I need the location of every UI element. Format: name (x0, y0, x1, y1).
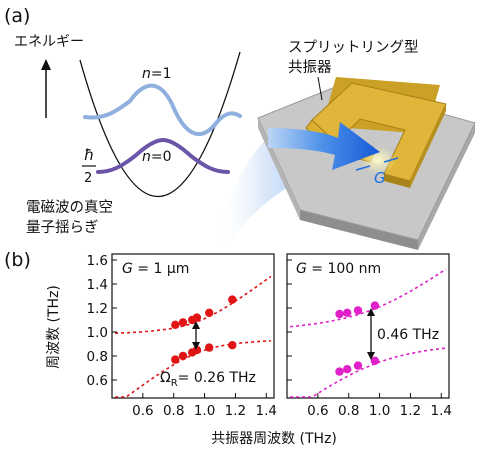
plot-right-marks (335, 301, 380, 376)
plot-left-frame (111, 253, 275, 399)
left-x-tick-label: 0.6 (132, 403, 153, 419)
plot-right-ticks: 0.6 0.8 1.0 1.2 1.4 (287, 259, 452, 419)
left-y-tick-label: 1.4 (87, 277, 108, 293)
n0-label: n=0 (142, 149, 172, 165)
right-x-tick-label: 1.4 (431, 403, 452, 419)
left-data-point (178, 351, 188, 361)
hbar-symbol: ħ (84, 146, 94, 164)
incoming-light-arrow (268, 122, 380, 170)
left-x-tick-label: 1.4 (256, 403, 277, 419)
left-y-tick-label: 1.6 (87, 253, 108, 269)
right-x-tick-label: 0.8 (338, 403, 359, 419)
left-data-point (192, 345, 202, 355)
panel-b-label: (b) (4, 249, 31, 271)
plot-right: 0.6 0.8 1.0 1.2 1.4 G = 100 nm 0.46 THz (286, 253, 452, 419)
plot-right-split-arrow (367, 308, 375, 360)
energy-axis-arrow (41, 59, 51, 118)
wave-n1 (83, 83, 242, 136)
left-data-point (228, 295, 237, 304)
right-data-point (353, 306, 363, 315)
left-data-point (171, 320, 180, 329)
x-axis-label: 共振器周波数 (THz) (211, 431, 337, 447)
right-data-point (370, 356, 380, 365)
left-data-point (205, 343, 214, 352)
right-data-point (370, 301, 380, 310)
plot-right-title: G = 100 nm (296, 261, 381, 277)
right-x-tick-label: 0.6 (307, 403, 328, 419)
plot-right-annotation: 0.46 THz (377, 327, 439, 343)
plot-left: 0.6 0.8 1.0 1.2 1.4 0.6 0.8 1.0 1.2 1.4 1.6 G = 1 … (87, 253, 278, 419)
left-x-tick-label: 1.2 (225, 403, 246, 419)
right-data-point (343, 308, 352, 317)
right-fit-curve-lower (290, 347, 446, 398)
left-x-tick-label: 1.0 (194, 403, 215, 419)
gap-marker (355, 157, 399, 171)
left-data-point (192, 313, 202, 322)
right-data-point (343, 365, 352, 374)
left-y-tick-label: 1.2 (87, 301, 108, 317)
left-data-point (171, 355, 180, 364)
left-fit-curve-upper (115, 275, 272, 334)
resonator-label-line1: スプリットリング型 (288, 39, 419, 56)
plot-left-ticks: 0.6 0.8 1.0 1.2 1.4 0.6 0.8 1.0 1.2 1.4 1.6 (87, 253, 278, 419)
plot-left-marks (171, 295, 237, 364)
n1-label: n=1 (142, 66, 172, 82)
wave-n0 (96, 137, 230, 174)
left-data-point (178, 318, 188, 327)
right-x-tick-label: 1.2 (400, 403, 421, 419)
resonator-label-line2: 共振器 (288, 59, 332, 76)
plot-right-curves (290, 268, 447, 398)
right-x-tick-label: 1.0 (369, 403, 390, 419)
left-x-tick-label: 0.8 (163, 403, 184, 419)
right-data-point (335, 367, 344, 376)
left-data-point (205, 308, 214, 317)
plot-left-split-arrow (192, 321, 200, 350)
gap-label: G (374, 169, 386, 187)
energy-axis-label: エネルギー (14, 34, 84, 50)
left-data-point (228, 341, 237, 350)
vacuum-fluctuation-line2: 量子揺らぎ (26, 219, 99, 236)
left-y-tick-label: 0.6 (87, 373, 108, 389)
left-y-tick-label: 0.8 (87, 349, 108, 365)
left-y-tick-label: 1.0 (87, 325, 108, 341)
panel-a-label: (a) (4, 5, 30, 27)
right-data-point (353, 361, 363, 370)
right-fit-curve-upper (290, 268, 447, 328)
plot-left-annotation: ΩR= 0.26 THz (160, 370, 256, 389)
resonator-leader-line (317, 76, 323, 101)
right-data-point (335, 309, 344, 319)
hbar-denominator: 2 (84, 171, 92, 186)
plot-left-title: G = 1 μm (122, 261, 189, 277)
y-axis-label: 周波数 (THz) (46, 285, 62, 369)
plot-right-frame (286, 253, 450, 399)
vacuum-fluctuation-line1: 電磁波の真空 (26, 198, 113, 216)
